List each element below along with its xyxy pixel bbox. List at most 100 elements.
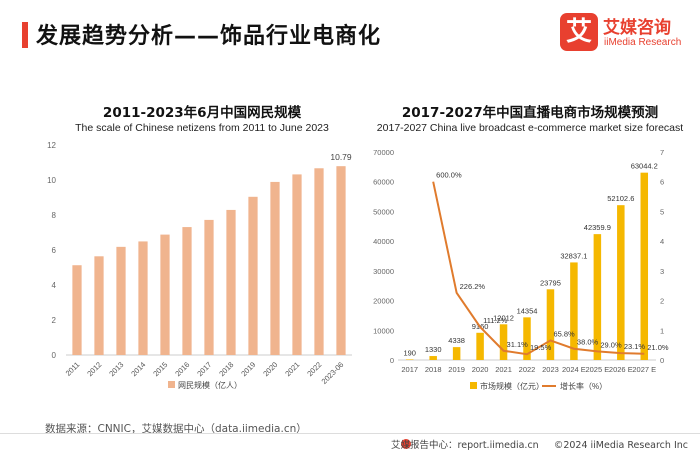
left-x-tick-label: 2014 — [129, 360, 147, 378]
right-legend-bar-swatch — [470, 382, 477, 389]
brand-name-en: iiMedia Research — [604, 37, 682, 48]
right-bar — [405, 359, 414, 360]
right-chart-subtitle: 2017-2027 China live broadcast e-commerc… — [376, 122, 684, 134]
right-x-tick-label: 2024 E — [562, 365, 586, 374]
right-chart-title: 2017-2027年中国直播电商市场规模预测 — [401, 105, 659, 121]
right-bar — [523, 317, 531, 360]
left-bar — [116, 246, 126, 355]
right-x-tick-label: 2020 — [472, 365, 489, 374]
right-bar-data-label: 23795 — [540, 278, 561, 287]
left-bar — [226, 209, 236, 355]
left-chart-title: 2011-2023年6月中国网民规模 — [102, 105, 302, 121]
right-legend-bar-label: 市场规模（亿元） — [480, 381, 544, 391]
left-bar — [204, 219, 214, 355]
right-line-data-label: 21.0% — [647, 343, 669, 352]
left-legend-swatch — [168, 381, 175, 388]
right-bar — [593, 234, 602, 360]
right-right-y-tick-label: 0 — [660, 356, 664, 365]
right-bar-data-label: 12012 — [493, 313, 514, 322]
right-right-y-tick-label: 5 — [660, 207, 664, 216]
right-bar-data-label: 190 — [403, 348, 416, 357]
left-y-tick-label: 6 — [52, 246, 57, 255]
footer-divider — [0, 433, 700, 434]
right-right-y-tick-label: 7 — [660, 148, 664, 157]
right-left-y-tick-label: 50000 — [373, 207, 394, 216]
right-legend-line-label: 增长率（%） — [560, 381, 607, 391]
right-x-tick-label: 2018 — [425, 365, 442, 374]
right-bar-data-label: 14354 — [517, 306, 538, 315]
left-bar — [182, 227, 192, 355]
right-left-y-tick-label: 0 — [390, 356, 394, 365]
right-line-data-label: 38.0% — [577, 338, 599, 347]
right-line-data-label: 111.2% — [483, 316, 508, 325]
left-y-tick-label: 8 — [52, 211, 57, 220]
data-source: 数据来源：CNNIC，艾媒数据中心（data.iimedia.cn） — [45, 423, 307, 435]
right-bar — [640, 172, 649, 360]
right-right-y-tick-label: 3 — [660, 267, 664, 276]
left-x-tick-label: 2015 — [151, 360, 169, 378]
left-y-tick-label: 0 — [52, 351, 57, 360]
right-bar — [429, 356, 437, 360]
left-x-tick-label: 2013 — [107, 360, 125, 378]
left-bar — [336, 166, 346, 355]
right-bar-data-label: 42359.9 — [584, 223, 611, 232]
left-x-tick-label: 2016 — [173, 360, 191, 378]
left-x-tick-label: 2012 — [85, 360, 103, 378]
right-growth-line — [432, 181, 645, 356]
left-bar — [292, 174, 302, 355]
right-left-y-tick-label: 70000 — [373, 148, 394, 157]
right-right-y-tick-label: 6 — [660, 178, 664, 187]
right-x-tick-label: 2026 E — [609, 365, 633, 374]
right-left-y-tick-label: 20000 — [373, 297, 394, 306]
right-line-data-label: 23.1% — [624, 342, 646, 351]
brand-name-cn: 艾媒咨询 — [603, 18, 671, 38]
left-y-tick-label: 4 — [52, 281, 57, 290]
right-bar — [617, 205, 625, 360]
right-x-tick-label: 2022 — [519, 365, 536, 374]
left-x-tick-label: 2022 — [305, 360, 323, 378]
footer-logo-icon — [401, 439, 411, 449]
left-legend-label: 网民规模（亿人） — [178, 380, 242, 390]
right-right-y-tick-label: 2 — [660, 297, 664, 306]
right-left-y-tick-label: 10000 — [373, 326, 394, 335]
page-header: 发展趋势分析——饰品行业电商化 艾 艾媒咨询 iiMedia Research — [0, 0, 700, 62]
right-x-tick-label: 2021 — [495, 365, 512, 374]
right-line-data-label: 600.0% — [436, 171, 462, 180]
right-bar — [570, 262, 578, 360]
left-y-tick-label: 12 — [47, 141, 56, 150]
left-y-tick-label: 2 — [52, 316, 57, 325]
left-bar — [138, 241, 148, 355]
right-bar-data-label: 1330 — [425, 345, 442, 354]
right-bar-data-label: 4338 — [448, 336, 465, 345]
right-x-tick-label: 2025 E — [585, 365, 609, 374]
left-bar — [72, 265, 82, 355]
left-x-tick-label: 2019 — [239, 360, 257, 378]
right-left-y-tick-label: 40000 — [373, 237, 394, 246]
right-left-y-tick-label: 60000 — [373, 178, 394, 187]
right-x-tick-label: 2017 — [401, 365, 418, 374]
right-bar — [499, 324, 508, 360]
right-line-data-label: 226.2% — [460, 282, 486, 291]
left-x-tick-label: 2023-06 — [320, 360, 346, 386]
right-bar — [476, 332, 484, 360]
page-title: 发展趋势分析——饰品行业电商化 — [36, 24, 382, 49]
right-line-data-label: 31.1% — [507, 340, 529, 349]
right-x-tick-label: 2023 — [542, 365, 559, 374]
left-bar — [314, 168, 324, 355]
left-bar — [160, 234, 170, 355]
left-bar — [270, 181, 280, 355]
right-left-y-tick-label: 30000 — [373, 267, 394, 276]
left-y-tick-label: 10 — [47, 176, 56, 185]
footer-text: 艾媒报告中心：report.iimedia.cn ©2024 iiMedia R… — [391, 437, 688, 451]
right-right-y-tick-label: 4 — [660, 237, 664, 246]
brand-logo: 艾 艾媒咨询 iiMedia Research — [560, 13, 692, 53]
right-bar-data-label: 32837.1 — [560, 251, 587, 260]
footer-report-link[interactable]: 艾媒报告中心：report.iimedia.cn — [391, 440, 539, 451]
right-x-tick-label: 2019 — [448, 365, 465, 374]
left-x-tick-label: 2021 — [283, 360, 301, 378]
right-x-tick-label: 2027 E — [632, 365, 656, 374]
left-data-label: 10.79 — [330, 152, 352, 162]
footer-copyright: ©2024 iiMedia Research Inc — [553, 440, 688, 451]
right-bar — [452, 347, 461, 360]
right-right-y-tick-label: 1 — [660, 326, 664, 335]
